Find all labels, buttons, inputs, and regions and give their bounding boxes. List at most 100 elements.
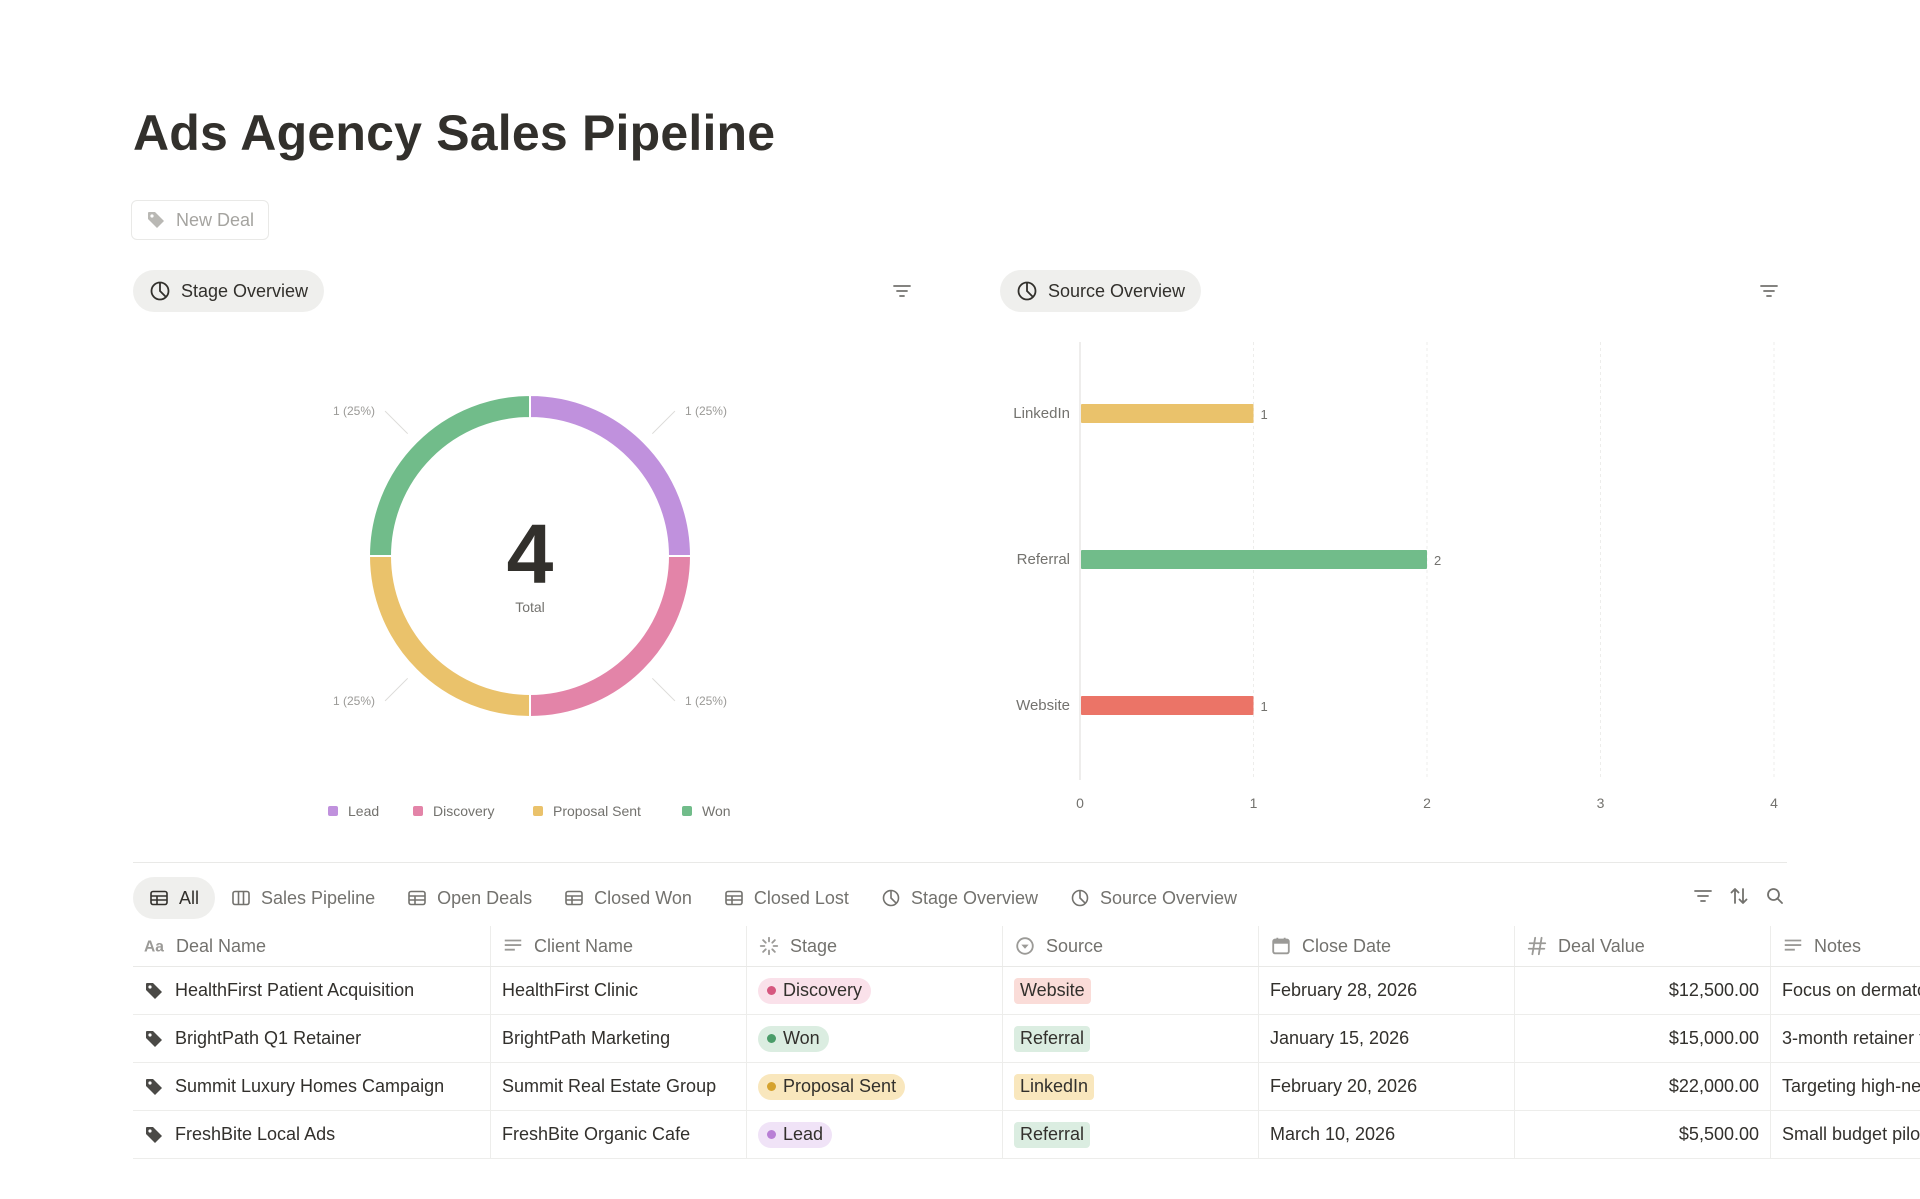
tab-open-deals[interactable]: Open Deals: [391, 877, 548, 919]
svg-text:Aa: Aa: [144, 939, 164, 956]
deal-name-cell[interactable]: Summit Luxury Homes Campaign: [133, 1063, 491, 1110]
column-header-label: Source: [1046, 935, 1104, 956]
page-title: Ads Agency Sales Pipeline: [133, 105, 776, 161]
column-header-notes[interactable]: Notes: [1771, 926, 1920, 966]
stage-badge: Lead: [758, 1121, 833, 1148]
source-tag: Referral: [1014, 1121, 1091, 1148]
tag-icon: [146, 982, 162, 999]
column-header-source[interactable]: Source: [1003, 926, 1259, 966]
bar-value-label: 1: [1261, 699, 1268, 714]
donut-data-label: 1 (25%): [333, 694, 375, 708]
source-tag: Referral: [1014, 1025, 1091, 1052]
number-property-icon: [1527, 936, 1547, 956]
source-overview-view-button[interactable]: Source Overview: [1000, 270, 1202, 312]
source-tag: LinkedIn: [1014, 1073, 1095, 1100]
tab-source-overview[interactable]: Source Overview: [1054, 877, 1253, 919]
table-row[interactable]: Summit Luxury Homes Campaign Summit Real…: [133, 1063, 1920, 1111]
source-cell[interactable]: Referral: [1003, 1015, 1259, 1062]
column-header-deal-value[interactable]: Deal Value: [1515, 926, 1771, 966]
legend-item-won: Won: [702, 803, 731, 819]
x-tick-label: 4: [1770, 795, 1778, 811]
stage-cell[interactable]: Discovery: [747, 967, 1003, 1014]
donut-data-label: 1 (25%): [685, 694, 727, 708]
column-header-close-date[interactable]: Close Date: [1259, 926, 1515, 966]
deal-name-cell[interactable]: HealthFirst Patient Acquisition: [133, 967, 491, 1014]
column-header-label: Deal Name: [176, 935, 267, 956]
notes-cell[interactable]: Small budget pilo: [1771, 1111, 1920, 1158]
client-name: HealthFirst Clinic: [502, 980, 639, 1000]
tab-stage-overview[interactable]: Stage Overview: [865, 877, 1054, 919]
column-header-client-name[interactable]: Client Name: [491, 926, 747, 966]
stage-badge: Proposal Sent: [758, 1073, 906, 1100]
close-date-cell[interactable]: March 10, 2026: [1259, 1111, 1515, 1158]
column-header-stage[interactable]: Stage: [747, 926, 1003, 966]
table-row[interactable]: HealthFirst Patient Acquisition HealthFi…: [133, 967, 1920, 1015]
deal-value: $12,500.00: [1668, 980, 1759, 1000]
donut-slice-won[interactable]: [367, 393, 531, 557]
deals-table: Aa Deal Name Client Name Stage Source Close D…: [133, 926, 1920, 1159]
notes-cell[interactable]: Targeting high-ne: [1771, 1063, 1920, 1110]
filter-icon[interactable]: [1757, 279, 1781, 303]
divider: [133, 862, 1787, 863]
notes: Focus on dermato: [1782, 980, 1920, 1000]
notes-cell[interactable]: 3-month retainer t: [1771, 1015, 1920, 1062]
deal-value-cell[interactable]: $15,000.00: [1515, 1015, 1771, 1062]
column-header-deal-name[interactable]: Aa Deal Name: [133, 926, 491, 966]
close-date-cell[interactable]: February 20, 2026: [1259, 1063, 1515, 1110]
filter-icon[interactable]: [890, 279, 914, 303]
bar-referral[interactable]: [1081, 550, 1427, 569]
stage-cell[interactable]: Lead: [747, 1111, 1003, 1158]
source-overview-label: Source Overview: [1048, 280, 1186, 301]
board-icon: [232, 890, 250, 906]
tab-all[interactable]: All: [133, 877, 216, 919]
source-cell[interactable]: Website: [1003, 967, 1259, 1014]
client-name: BrightPath Marketing: [502, 1028, 671, 1048]
x-tick-label: 3: [1597, 795, 1605, 811]
data-label-leader: [651, 410, 676, 435]
tab-closed-lost[interactable]: Closed Lost: [708, 877, 865, 919]
deal-value-cell[interactable]: $5,500.00: [1515, 1111, 1771, 1158]
search-icon[interactable]: [1763, 884, 1787, 908]
filter-icon[interactable]: [1691, 884, 1715, 908]
table-row[interactable]: BrightPath Q1 Retainer BrightPath Market…: [133, 1015, 1920, 1063]
deal-value-cell[interactable]: $12,500.00: [1515, 967, 1771, 1014]
source-cell[interactable]: Referral: [1003, 1111, 1259, 1158]
new-deal-button[interactable]: New Deal: [131, 200, 269, 240]
stage-label: Discovery: [783, 980, 863, 1000]
client-name-cell[interactable]: Summit Real Estate Group: [491, 1063, 747, 1110]
deal-name-cell[interactable]: FreshBite Local Ads: [133, 1111, 491, 1158]
client-name-cell[interactable]: FreshBite Organic Cafe: [491, 1111, 747, 1158]
column-header-label: Client Name: [534, 935, 634, 956]
donut-data-label: 1 (25%): [685, 404, 727, 418]
tag-icon: [148, 212, 164, 228]
stage-cell[interactable]: Won: [747, 1015, 1003, 1062]
bar-linkedin[interactable]: [1081, 404, 1254, 423]
sort-icon[interactable]: [1727, 884, 1751, 908]
deal-name-cell[interactable]: BrightPath Q1 Retainer: [133, 1015, 491, 1062]
calendar-icon: [1272, 937, 1290, 955]
notes: Targeting high-ne: [1782, 1076, 1920, 1096]
stage-cell[interactable]: Proposal Sent: [747, 1063, 1003, 1110]
stage-overview-view-button[interactable]: Stage Overview: [133, 270, 325, 312]
legend-item-lead: Lead: [348, 803, 379, 819]
client-name-cell[interactable]: BrightPath Marketing: [491, 1015, 747, 1062]
select-property-icon: [1016, 937, 1034, 955]
tab-sales-pipeline[interactable]: Sales Pipeline: [215, 877, 391, 919]
column-header-label: Close Date: [1302, 935, 1392, 956]
status-dot: [767, 1082, 776, 1091]
notes-cell[interactable]: Focus on dermato: [1771, 967, 1920, 1014]
notes: 3-month retainer t: [1782, 1028, 1920, 1048]
source-cell[interactable]: LinkedIn: [1003, 1063, 1259, 1110]
tab-closed-won[interactable]: Closed Won: [548, 877, 708, 919]
close-date-cell[interactable]: February 28, 2026: [1259, 967, 1515, 1014]
donut-total-value: 4: [507, 507, 554, 601]
stage-label: Won: [783, 1028, 820, 1048]
close-date-cell[interactable]: January 15, 2026: [1259, 1015, 1515, 1062]
bar-website[interactable]: [1081, 696, 1254, 715]
legend-item-proposal-sent: Proposal Sent: [553, 803, 641, 819]
table-row[interactable]: FreshBite Local Ads FreshBite Organic Ca…: [133, 1111, 1920, 1159]
deal-value-cell[interactable]: $22,000.00: [1515, 1063, 1771, 1110]
client-name-cell[interactable]: HealthFirst Clinic: [491, 967, 747, 1014]
text-property-icon: [504, 939, 522, 951]
